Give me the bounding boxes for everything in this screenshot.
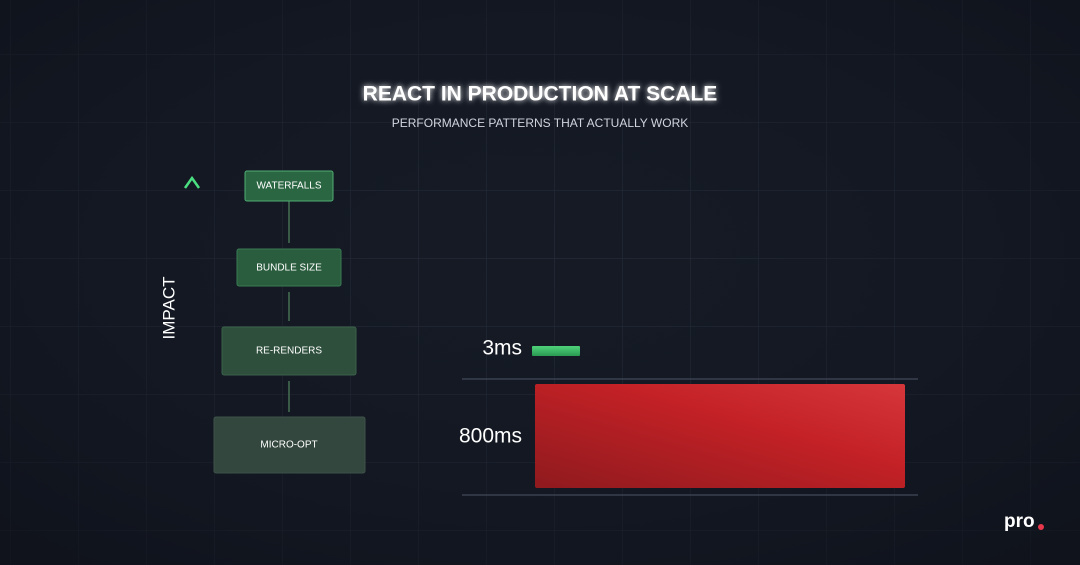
level-box [244,170,334,202]
fast-bar [532,346,580,356]
logo: pro [1004,511,1035,532]
slow-label: 800ms [459,425,522,448]
level-label: MICRO-OPT [260,440,317,451]
logo-dot [1038,524,1044,530]
subtitle: PERFORMANCE PATTERNS THAT ACTUALLY WORK [392,116,689,130]
axis-label: IMPACT [159,277,178,340]
title: REACT IN PRODUCTION AT SCALE [363,83,718,106]
level-box [236,248,342,287]
level-box [221,326,357,376]
level-box [213,416,366,474]
slow-bar [535,384,905,488]
fast-label: 3ms [482,337,522,360]
arrow-head [183,175,201,189]
level-label: RE-RENDERS [256,346,322,357]
level-label: WATERFALLS [256,181,321,192]
level-label: BUNDLE SIZE [256,263,322,274]
